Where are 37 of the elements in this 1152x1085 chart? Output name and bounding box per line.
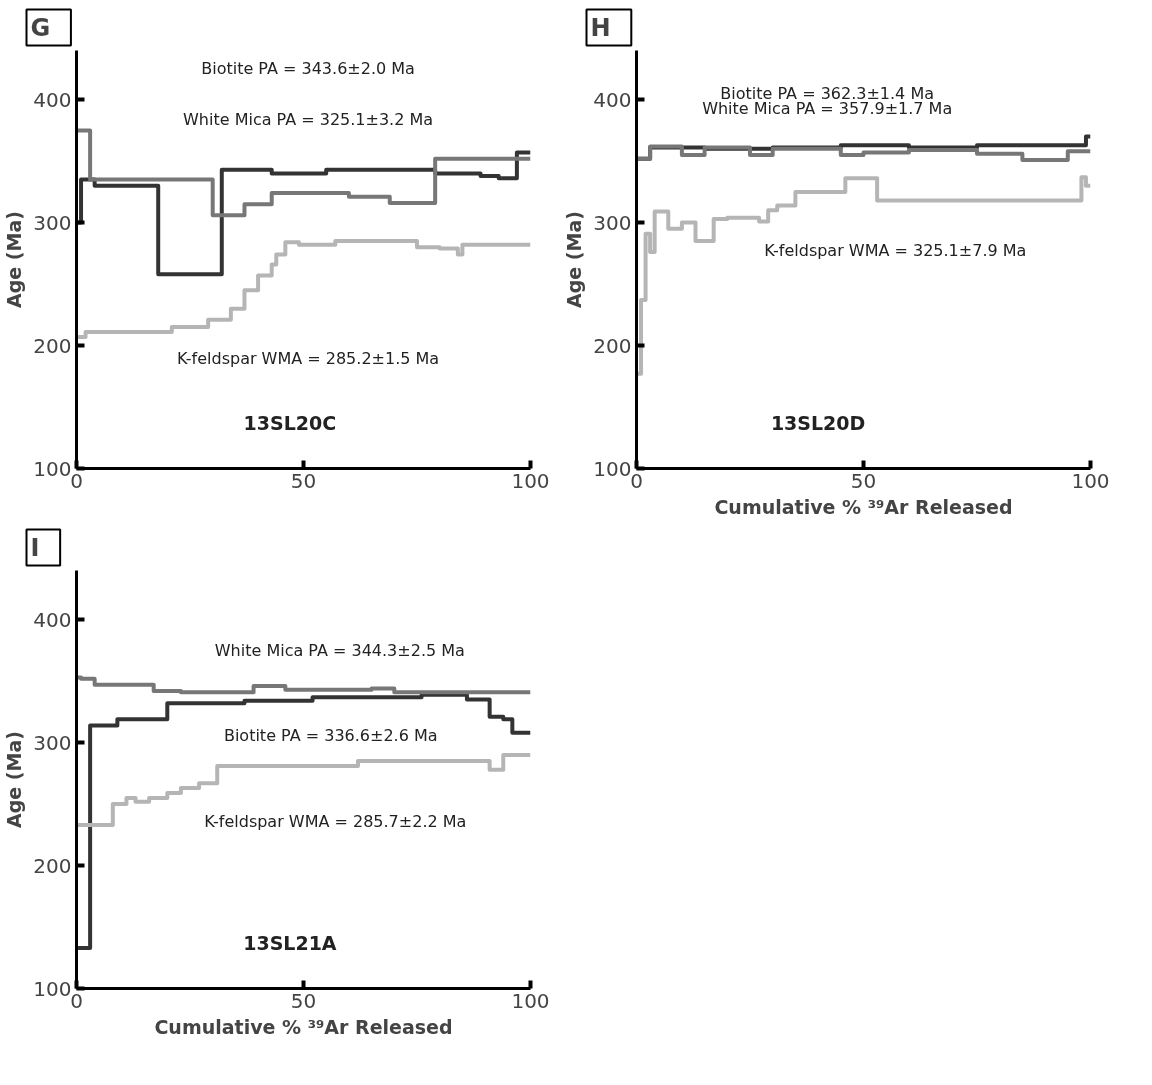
annotation: 13SL20D xyxy=(770,411,866,434)
annotation: K-feldspar WMA = 285.7±2.2 Ma xyxy=(204,811,467,831)
x-tick-label: 0 xyxy=(630,468,643,493)
y-axis-title: Age (Ma) xyxy=(3,731,26,828)
y-tick-label: 400 xyxy=(33,87,72,112)
x-tick-label: 0 xyxy=(70,468,83,493)
y-tick-label: 300 xyxy=(33,730,72,755)
annotation: White Mica PA = 344.3±2.5 Ma xyxy=(214,640,465,660)
annotation: Biotite PA = 336.6±2.6 Ma xyxy=(223,725,438,745)
y-tick-label: 400 xyxy=(593,87,632,112)
annotation: Biotite PA = 343.6±2.0 Ma xyxy=(201,59,415,79)
chart-title: G xyxy=(30,13,51,42)
x-axis-title: Cumulative % ³⁹Ar Released xyxy=(714,495,1013,518)
y-tick-label: 300 xyxy=(593,210,632,235)
y-tick-label: 400 xyxy=(33,607,72,632)
annotation: K-feldspar WMA = 285.2±1.5 Ma xyxy=(176,349,440,369)
x-tick-label: 50 xyxy=(290,468,317,493)
y-tick-label: 200 xyxy=(33,853,72,878)
y-tick-label: 300 xyxy=(33,210,72,235)
x-tick-label: 0 xyxy=(70,988,83,1013)
x-tick-label: 100 xyxy=(511,988,550,1013)
x-axis-title: Cumulative % ³⁹Ar Released xyxy=(154,1015,453,1038)
x-tick-label: 100 xyxy=(1071,468,1110,493)
chart-title: H xyxy=(590,13,611,42)
y-axis-title: Age (Ma) xyxy=(563,211,586,308)
y-tick-label: 200 xyxy=(33,333,72,358)
annotation: K-feldspar WMA = 325.1±7.9 Ma xyxy=(764,241,1027,261)
annotation: 13SL20C xyxy=(243,411,337,434)
annotation: White Mica PA = 325.1±3.2 Ma xyxy=(183,109,434,129)
x-tick-label: 50 xyxy=(850,468,877,493)
annotation: 13SL21A xyxy=(243,931,337,954)
x-tick-label: 50 xyxy=(290,988,317,1013)
chart-title: I xyxy=(30,533,40,562)
x-tick-label: 100 xyxy=(511,468,550,493)
y-axis-title: Age (Ma) xyxy=(3,211,26,308)
y-tick-label: 200 xyxy=(593,333,632,358)
annotation: White Mica PA = 357.9±1.7 Ma xyxy=(702,98,953,118)
